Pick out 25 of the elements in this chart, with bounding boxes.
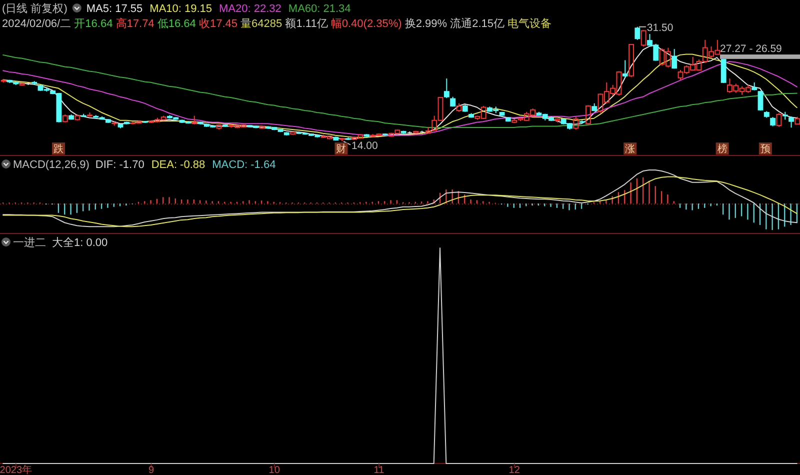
text: MA60: 21.34 [288,3,351,15]
text: DEA: -0.88 [151,159,206,171]
legend-label: MA5: 17.55 [86,3,143,15]
chart-title: MACD(12,26,9) [13,159,90,171]
text: MA10: 19.15 [150,3,212,15]
x-tick-label: 11 [374,465,385,475]
event-marker: 预 [758,142,772,155]
text: 大全1: 0.00 [52,236,108,249]
chart-title: 一进二 [13,236,46,249]
chart-title: (日线 前复权) [2,2,68,15]
event-marker: 财 [334,142,348,155]
text: 2024/02/06/二 开16.64 高17.74 低16.64 收17.45 量64285 额1.11亿 幅0.40(2.35%) 换2.99% 流通2.15亿 电气设备 [2,18,552,30]
x-tick-label: 10 [268,465,280,475]
event-marker: 涨 [624,142,637,155]
event-marker: 跌 [52,142,65,155]
band-label: 27.27 - 26.59 [720,42,782,55]
annotation: 14.00 [352,140,378,152]
text: DIF: -1.70 [95,159,144,171]
x-tick-label: 9 [148,465,154,475]
x-tick-label: 12 [508,465,520,475]
annotation: 31.50 [646,22,674,34]
text: MA20: 22.32 [219,3,282,15]
event-marker: 榜 [716,142,729,155]
x-tick-label: 2023年 [0,464,32,475]
text: MACD: -1.64 [212,159,276,171]
